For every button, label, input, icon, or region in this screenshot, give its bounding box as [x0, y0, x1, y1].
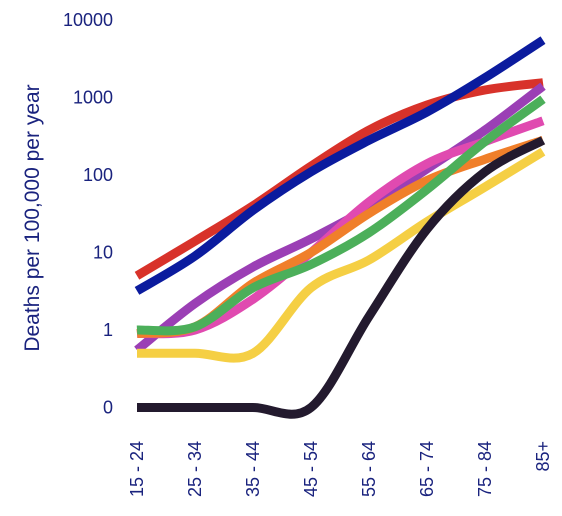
x-tick-label: 55 - 64: [359, 441, 379, 497]
x-tick-label: 35 - 44: [243, 441, 263, 497]
y-tick-label: 1: [103, 320, 113, 340]
series-lines: [134, 36, 546, 419]
x-tick-label: 65 - 74: [417, 441, 437, 497]
y-tick-label: 0: [103, 398, 113, 418]
series-line: [134, 82, 546, 354]
y-tick-label: 10: [93, 243, 113, 263]
x-tick-label: 25 - 34: [185, 441, 205, 497]
y-tick-label: 100: [83, 165, 113, 185]
series-line: [137, 147, 546, 363]
y-tick-label: 10000: [63, 10, 113, 30]
x-tick-label: 45 - 54: [301, 441, 321, 497]
x-axis-ticks: 15 - 24 25 - 34 35 - 44 45 - 54 55 - 64 65 - …: [127, 441, 553, 497]
x-tick-label: 75 - 84: [475, 441, 495, 497]
y-axis-label-group: Deaths per 100,000 per year: [21, 84, 44, 351]
series-line: [134, 78, 544, 280]
series-line: [136, 95, 546, 336]
series-line: [134, 36, 546, 295]
x-tick-label: 85+: [533, 441, 553, 472]
series-line: [137, 136, 546, 419]
x-tick-label: 15 - 24: [127, 441, 147, 497]
y-axis-label: Deaths per 100,000 per year: [21, 84, 44, 351]
y-tick-label: 1000: [73, 88, 113, 108]
